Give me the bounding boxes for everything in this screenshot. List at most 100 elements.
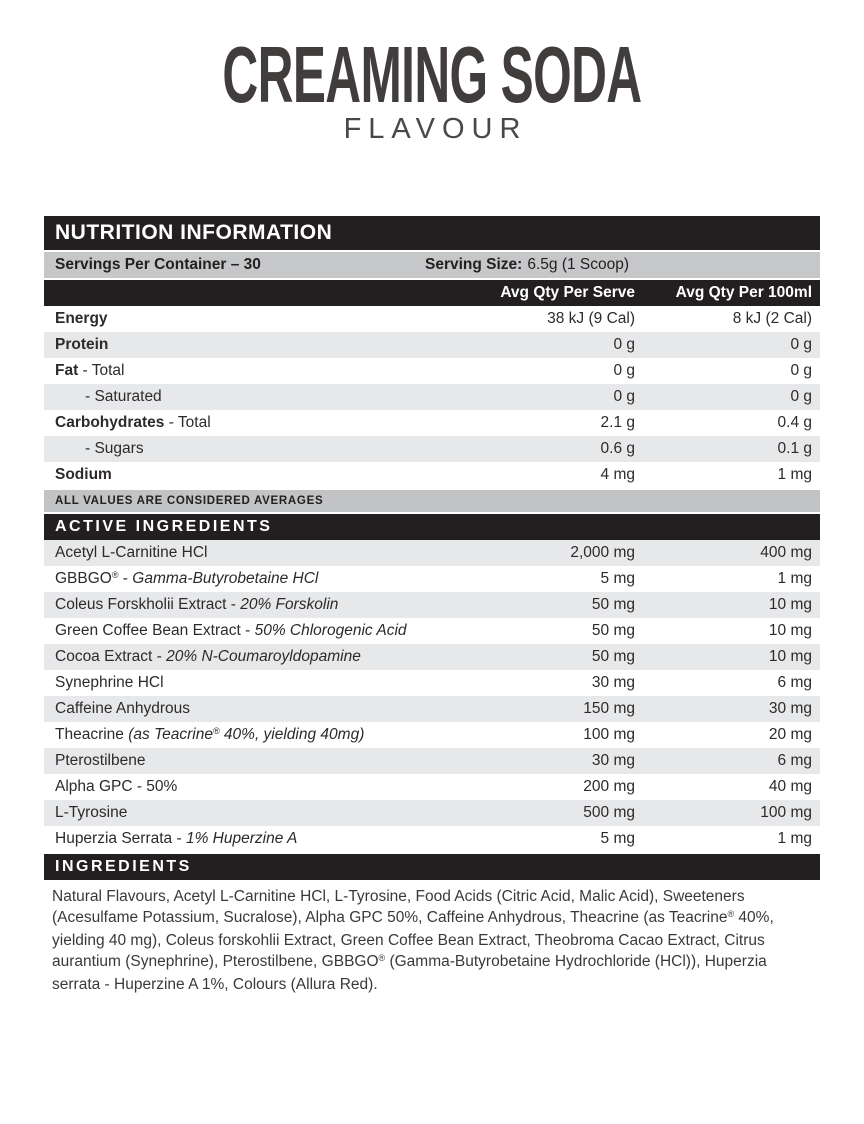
text-segment: ® [212,726,220,736]
table-row: Energy 38 kJ (9 Cal) 8 kJ (2 Cal) [44,306,820,332]
value-per-100ml: 40 mg [768,778,812,795]
row-label: L-Tyrosine [44,804,485,822]
value-per-100ml: 8 kJ (2 Cal) [732,310,812,327]
table-row: Theacrine (as Teacrine® 40%, yielding 40… [44,722,820,748]
text-segment: - Total [78,362,125,379]
value-per-100ml: 0 g [790,388,812,405]
value-per-100ml: 10 mg [768,648,812,665]
text-segment: Caffeine Anhydrous [55,700,191,717]
value-per-100ml: 0 g [790,362,812,379]
table-row: - Sugars 0.6 g 0.1 g [44,436,820,462]
value-per-100ml: 1 mg [777,466,812,483]
value-per-100ml: 0.1 g [777,440,812,457]
text-segment: (as Teacrine [128,726,213,743]
table-row: Green Coffee Bean Extract - 50% Chloroge… [44,618,820,644]
product-title-block: CREAMING SODA [0,30,864,119]
text-segment: Synephrine HCl [55,674,164,691]
text-segment: Green Coffee Bean Extract - [55,622,255,639]
table-row: Alpha GPC - 50% 200 mg 40 mg [44,774,820,800]
supplement-label-page: { "colors": { "bar_black": "#231f20", "b… [0,30,864,1124]
text-segment: Alpha GPC - 50% [55,778,178,795]
row-label: Coleus Forskholii Extract - 20% Forskoli… [44,596,485,614]
col-header-per-serve: Avg Qty Per Serve [500,284,635,301]
ingredients-header: INGREDIENTS [44,854,820,880]
value-per-serve: 4 mg [600,466,635,483]
ingredients-text: Natural Flavours, Acetyl L-Carnitine HCl… [44,880,820,995]
active-ingredients-header: ACTIVE INGREDIENTS [44,514,820,540]
text-segment: Acetyl L-Carnitine HCl [55,544,208,561]
value-per-serve: 500 mg [583,804,635,821]
value-per-100ml: 1 mg [777,570,812,587]
text-segment: GBBGO [55,570,112,587]
row-label: Caffeine Anhydrous [44,700,485,718]
row-label: - Sugars [44,440,485,458]
text-segment: (Gamma-Butyrobetaine Hydrochloride (HCl)… [52,953,767,993]
table-row: Huperzia Serrata - 1% Huperzine A 5 mg 1 m… [44,826,820,852]
table-row: Caffeine Anhydrous 150 mg 30 mg [44,696,820,722]
value-per-100ml: 6 mg [777,674,812,691]
row-label: Theacrine (as Teacrine® 40%, yielding 40… [44,726,485,744]
servings-row: Servings Per Container – 30 Serving Size… [44,252,820,278]
text-segment: Natural Flavours, Acetyl L-Carnitine HCl… [52,888,745,926]
row-label: Acetyl L-Carnitine HCl [44,544,485,562]
value-per-serve: 200 mg [583,778,635,795]
row-label: Alpha GPC - 50% [44,778,485,796]
table-row: Pterostilbene 30 mg 6 mg [44,748,820,774]
value-per-serve: 30 mg [591,674,635,691]
value-per-serve: 2.1 g [600,414,635,431]
text-segment: 1% Huperzine A [185,830,298,847]
row-label: Protein [44,336,485,354]
text-segment: Coleus Forskholii Extract - [55,596,241,613]
column-headers: Avg Qty Per Serve Avg Qty Per 100ml [44,280,820,306]
text-segment: Carbohydrates [55,414,165,431]
text-segment: Pterostilbene [55,752,146,769]
value-per-100ml: 30 mg [768,700,812,717]
value-per-100ml: 6 mg [777,752,812,769]
table-row: Carbohydrates - Total 2.1 g 0.4 g [44,410,820,436]
value-per-serve: 150 mg [583,700,635,717]
text-segment: Huperzia Serrata - [55,830,186,847]
servings-per-container: Servings Per Container – 30 [55,256,261,273]
table-row: Cocoa Extract - 20% N-Coumaroyldopamine 5… [44,644,820,670]
row-label: Fat - Total [44,362,485,380]
value-per-100ml: 1 mg [777,830,812,847]
table-row: Coleus Forskholii Extract - 20% Forskoli… [44,592,820,618]
value-per-100ml: 20 mg [768,726,812,743]
row-label: Synephrine HCl [44,674,485,692]
row-label: Green Coffee Bean Extract - 50% Chloroge… [44,622,485,640]
text-segment: - Sugars [85,440,144,457]
text-segment: 50% Chlorogenic Acid [254,622,407,639]
value-per-serve: 0 g [613,362,635,379]
nutrition-table-body: Energy 38 kJ (9 Cal) 8 kJ (2 Cal) Protein 0 … [44,306,820,488]
text-segment: - Saturated [85,388,162,405]
text-segment: Energy [55,310,108,327]
table-row: GBBGO® - Gamma-Butyrobetaine HCl 5 mg 1 mg [44,566,820,592]
value-per-serve: 5 mg [600,570,635,587]
value-per-serve: 2,000 mg [570,544,635,561]
table-row: L-Tyrosine 500 mg 100 mg [44,800,820,826]
text-segment: 20% N-Coumaroyldopamine [166,648,361,665]
text-segment: Gamma-Butyrobetaine HCl [132,570,319,587]
text-segment: Fat [55,362,79,379]
text-segment: Protein [55,336,109,353]
value-per-100ml: 0.4 g [777,414,812,431]
averages-note: ALL VALUES ARE CONSIDERED AVERAGES [44,490,820,512]
page-title: CREAMING SODA [222,30,642,119]
value-per-100ml: 100 mg [760,804,812,821]
text-segment: Cocoa Extract - [55,648,167,665]
row-label: Energy [44,310,485,328]
value-per-100ml: 10 mg [768,622,812,639]
text-segment: ® [378,953,386,963]
text-segment: ® [111,570,119,580]
serving-size-label: Serving Size: [425,256,523,273]
value-per-100ml: 400 mg [760,544,812,561]
table-row: Synephrine HCl 30 mg 6 mg [44,670,820,696]
value-per-serve: 50 mg [591,622,635,639]
flavour-subtitle: FLAVOUR [343,113,528,145]
text-segment: - Total [164,414,211,431]
row-label: - Saturated [44,388,485,406]
text-segment: L-Tyrosine [55,804,128,821]
col-header-per-100ml: Avg Qty Per 100ml [675,284,812,301]
value-per-serve: 5 mg [600,830,635,847]
value-per-serve: 0 g [613,388,635,405]
